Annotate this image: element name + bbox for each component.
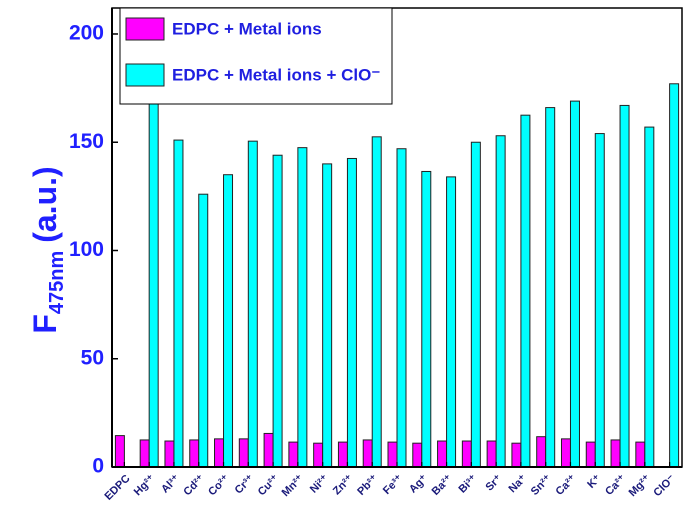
x-tick-label: Al³⁺ — [159, 473, 182, 496]
bar — [371, 136, 382, 468]
x-tick-label: Cu²⁺ — [256, 473, 282, 499]
y-tick-label: 150 — [69, 130, 104, 153]
bar — [560, 438, 571, 468]
bar — [396, 148, 407, 468]
bar — [610, 439, 621, 468]
x-tick-label: Ni²⁺ — [308, 473, 331, 496]
y-label-subscript: 475nm — [46, 251, 68, 314]
y-label-suffix: (a.u.) — [27, 166, 63, 242]
x-tick-label: Na⁺ — [507, 473, 530, 496]
x-tick-label: Ag⁺ — [407, 473, 430, 496]
x-tick-label: Ca²⁺ — [554, 473, 579, 498]
y-label-main: F — [27, 314, 63, 334]
y-tick-label: 200 — [69, 22, 104, 45]
bar — [164, 440, 175, 468]
x-tick-label: Ca²⁺ — [603, 473, 628, 498]
bar — [198, 193, 209, 468]
x-tick-label: ClO⁻ — [651, 473, 678, 500]
bar — [569, 100, 580, 468]
x-tick-label: Cd²⁺ — [181, 473, 207, 499]
x-tick-label: Pb²⁺ — [355, 473, 380, 498]
bar — [486, 440, 497, 468]
bar — [346, 157, 357, 468]
x-tick-label: Mg²⁺ — [627, 473, 654, 500]
bar — [148, 98, 159, 468]
bar — [446, 176, 457, 468]
bar — [495, 135, 506, 468]
bar — [114, 435, 125, 468]
bar — [511, 442, 522, 468]
bar — [520, 114, 531, 468]
bar — [387, 441, 398, 468]
bar — [421, 170, 432, 468]
y-tick-label: 50 — [81, 346, 104, 369]
bar — [313, 442, 324, 468]
x-tick-label: Hg²⁺ — [132, 473, 158, 499]
y-tick-label: 100 — [69, 238, 104, 261]
bar — [362, 439, 373, 468]
bar — [263, 432, 274, 468]
x-tick-label: Co²⁺ — [206, 473, 232, 499]
bar — [536, 436, 547, 468]
bar — [238, 438, 249, 468]
x-tick-label: EDPC — [102, 473, 132, 503]
bar — [189, 439, 200, 468]
legend-label: EDPC + Metal ions + ClO⁻ — [172, 65, 380, 84]
bar — [173, 139, 184, 468]
bar — [322, 163, 333, 468]
bar — [594, 133, 605, 468]
bar — [585, 441, 596, 468]
bar — [470, 141, 481, 468]
x-tick-label: Ba²⁺ — [430, 473, 455, 498]
bar — [412, 442, 423, 468]
bar — [297, 147, 308, 468]
x-tick-label: Sn²⁺ — [529, 473, 554, 498]
legend-swatch — [125, 63, 165, 87]
legend-label: EDPC + Metal ions — [172, 19, 322, 38]
x-tick-label: Mn²⁺ — [280, 473, 307, 500]
bar — [644, 126, 655, 468]
bar — [619, 104, 630, 468]
bar — [214, 438, 225, 468]
bar — [669, 83, 680, 468]
x-tick-label: Fe³⁺ — [381, 473, 405, 497]
bar — [223, 174, 234, 468]
y-axis-label: F475nm (a.u.) — [27, 166, 68, 333]
x-tick-label: K⁺ — [585, 473, 603, 491]
legend-box — [119, 7, 393, 105]
legend-swatch — [125, 17, 165, 41]
x-tick-label: Zn²⁺ — [331, 473, 356, 498]
bar — [337, 441, 348, 468]
x-tick-label: Bi³⁺ — [457, 473, 480, 496]
bar — [139, 439, 150, 468]
bar — [247, 140, 258, 468]
bar — [635, 441, 646, 468]
y-tick-label: 0 — [92, 455, 104, 478]
bar — [272, 154, 283, 468]
bar — [437, 440, 448, 468]
x-tick-label: Cr³⁺ — [233, 473, 257, 497]
bar — [545, 107, 556, 468]
bar — [461, 440, 472, 468]
x-tick-label: Sr⁺ — [483, 473, 504, 494]
bar — [288, 441, 299, 468]
